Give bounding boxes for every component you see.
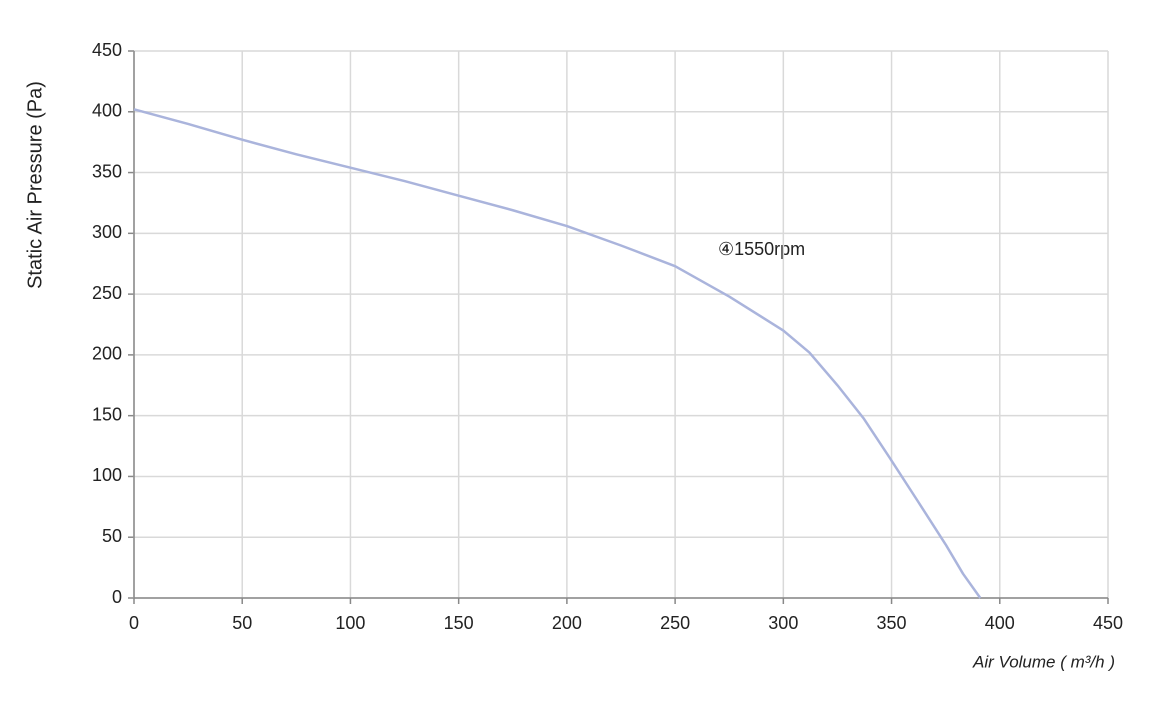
y-tick-label: 350 xyxy=(92,161,122,181)
y-tick-label: 400 xyxy=(92,101,122,121)
y-tick-label: 200 xyxy=(92,344,122,364)
y-tick-label: 0 xyxy=(112,587,122,607)
x-axis-label: Air Volume ( m³/h ) xyxy=(972,652,1115,671)
y-tick-label: 50 xyxy=(102,526,122,546)
x-tick-label: 0 xyxy=(129,613,139,633)
annotation: ④1550rpm xyxy=(718,239,805,259)
x-tick-label: 100 xyxy=(335,613,365,633)
y-tick-label: 300 xyxy=(92,222,122,242)
x-tick-label: 200 xyxy=(552,613,582,633)
y-tick-label: 250 xyxy=(92,283,122,303)
x-tick-label: 350 xyxy=(877,613,907,633)
x-tick-label: 450 xyxy=(1093,613,1123,633)
x-tick-label: 50 xyxy=(232,613,252,633)
x-tick-label: 150 xyxy=(444,613,474,633)
data-line xyxy=(133,108,982,599)
x-tick-label: 300 xyxy=(768,613,798,633)
y-tick-label: 150 xyxy=(92,404,122,424)
x-tick-label: 400 xyxy=(985,613,1015,633)
y-tick-label: 100 xyxy=(92,465,122,485)
x-tick-label: 250 xyxy=(660,613,690,633)
y-tick-label: 450 xyxy=(92,40,122,60)
y-axis-label: Static Air Pressure (Pa) xyxy=(24,81,46,289)
